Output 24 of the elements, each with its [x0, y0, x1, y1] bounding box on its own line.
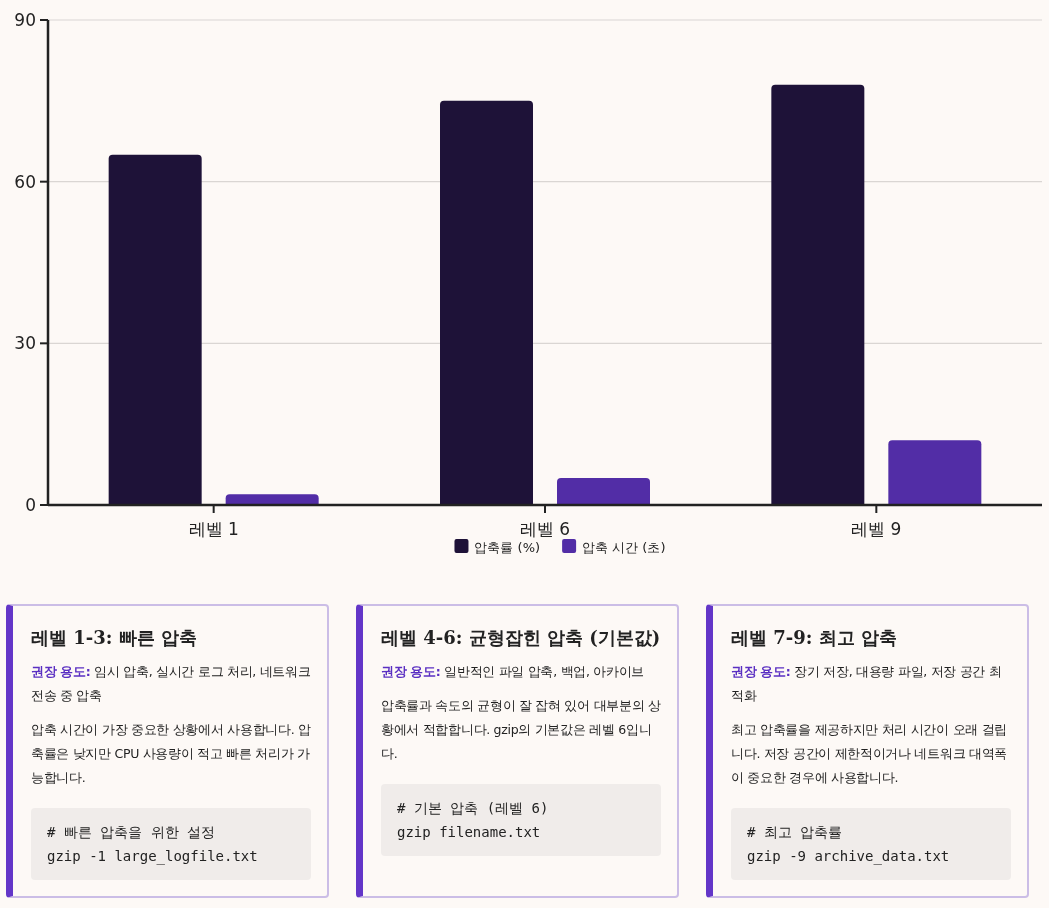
x-tick-label: 레벨 6: [519, 519, 571, 539]
text: # 최고 압축률: [747, 823, 844, 842]
x-tick-label: 레벨 9: [851, 519, 902, 539]
text: 레벨 4-6: 균형잡힌 압축 (기본값): [381, 626, 661, 650]
legend-label: 압축률 (%): [474, 540, 541, 555]
legend-label: 압축 시간 (초): [582, 540, 666, 555]
text: 권장 용도: 임시 압축, 실시간 로그 처리, 네트워크 전송 중 압축: [31, 663, 311, 705]
text: gzip -1 large_logfile.txt: [47, 847, 259, 867]
text: gzip filename.txt: [397, 823, 542, 842]
text: 최고 압축률을 제공하지만 처리 시간이 오래 걸립니다. 저장 공간이 제한적이거나 네트워크 대역폭이 중요한 경우에 사용합니다.: [731, 721, 1009, 787]
y-tick-label: 90: [14, 10, 36, 30]
y-tick-label: 60: [14, 171, 36, 192]
y-tick-label: 0: [25, 495, 36, 515]
text: 압축 시간이 가장 중요한 상황에서 사용합니다. 압축률은 낮지만 CPU 사용량이 적고 빠른 처리가 가능합니다.: [31, 721, 311, 787]
text: 권장 용도: 장기 저장, 대용량 파일, 저장 공간 최적화: [731, 664, 1002, 703]
x-tick-label: 레벨 1: [188, 519, 239, 539]
text: 압축률과 속도의 균형이 잘 잡혀 있어 대부분의 상황에서 적합합니다. gzip의 기본값은 레벨 6입니다.: [381, 697, 661, 763]
text: 레벨 1-3: 빠른 압축: [31, 626, 198, 650]
text: 레벨 7-9: 최고 압축: [731, 626, 898, 650]
text: # 기본 압축 (레벨 6): [397, 799, 550, 818]
text: # 빠른 압축을 위한 설정: [47, 823, 217, 842]
text: 권장 용도: 일반적인 파일 압축, 백업, 아카이브: [381, 663, 646, 681]
text: gzip -9 archive_data.txt: [747, 847, 951, 867]
y-tick-label: 30: [14, 333, 36, 354]
